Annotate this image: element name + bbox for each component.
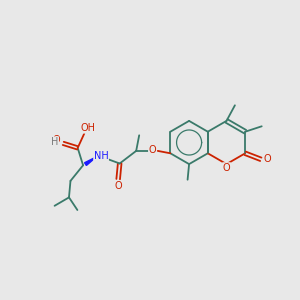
Text: H: H [51,137,58,147]
Text: O: O [114,181,122,191]
Text: O: O [264,154,271,164]
Text: NH: NH [94,151,109,161]
Polygon shape [85,157,96,166]
Text: O: O [53,135,61,146]
Text: O: O [148,145,156,155]
Text: OH: OH [80,123,95,133]
Text: O: O [223,163,230,173]
